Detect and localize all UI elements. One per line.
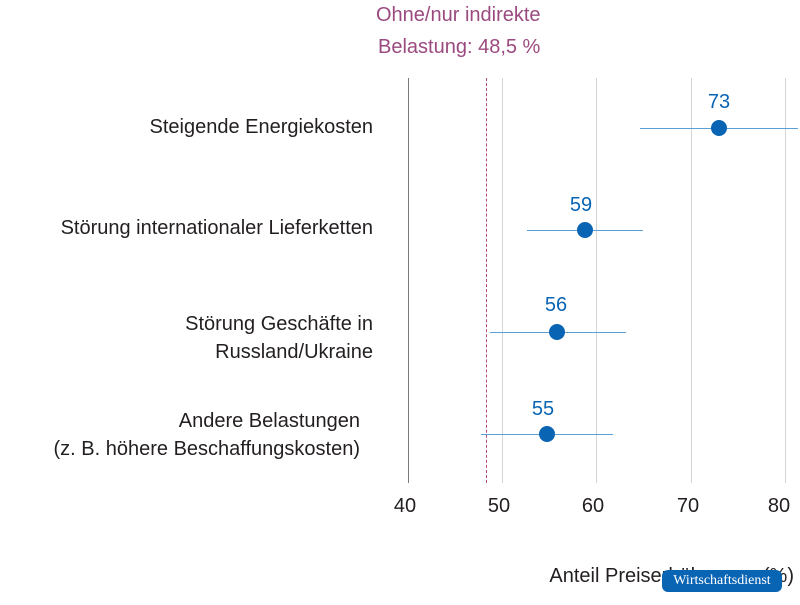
category-label-line: (z. B. höhere Beschaffungskosten)	[53, 438, 360, 460]
category-label-line: Andere Belastungen	[178, 410, 360, 432]
gridline-60	[596, 78, 597, 483]
data-value: 55	[531, 398, 555, 420]
category-label-line: Russland/Ukraine	[215, 341, 373, 363]
category-label-line: Störung internationaler Lieferketten	[60, 217, 373, 239]
data-value: 73	[707, 91, 731, 113]
x-tick-label: 50	[487, 495, 511, 517]
data-value: 59	[569, 194, 593, 216]
x-tick-label: 70	[676, 495, 700, 517]
y-axis-line	[408, 78, 409, 483]
data-point	[711, 120, 727, 136]
x-tick-label: 60	[581, 495, 605, 517]
reference-line	[486, 78, 487, 483]
gridline-70	[691, 78, 692, 483]
reference-annotation-line2: Belastung: 48,5 %	[378, 36, 541, 58]
category-label: Störung Geschäfte in Russland/Ukraine	[185, 310, 373, 366]
gridline-50	[502, 78, 503, 483]
x-tick-label: 80	[767, 495, 791, 517]
data-point	[539, 426, 555, 442]
data-point	[577, 222, 593, 238]
source-badge: Wirtschaftsdienst	[662, 570, 782, 592]
category-label: Störung internationaler Lieferketten	[61, 214, 373, 242]
x-tick-label: 40	[393, 495, 417, 517]
reference-annotation-line1: Ohne/nur indirekte	[376, 4, 541, 26]
category-label: Steigende Energiekosten	[150, 113, 374, 141]
category-label-line: Steigende Energiekosten	[149, 116, 374, 138]
category-label-line: Störung Geschäfte in	[185, 313, 373, 335]
data-value: 56	[544, 294, 568, 316]
data-point	[549, 324, 565, 340]
category-label: Andere Belastungen (z. B. höhere Beschaf…	[54, 407, 360, 463]
gridline-80	[785, 78, 786, 483]
